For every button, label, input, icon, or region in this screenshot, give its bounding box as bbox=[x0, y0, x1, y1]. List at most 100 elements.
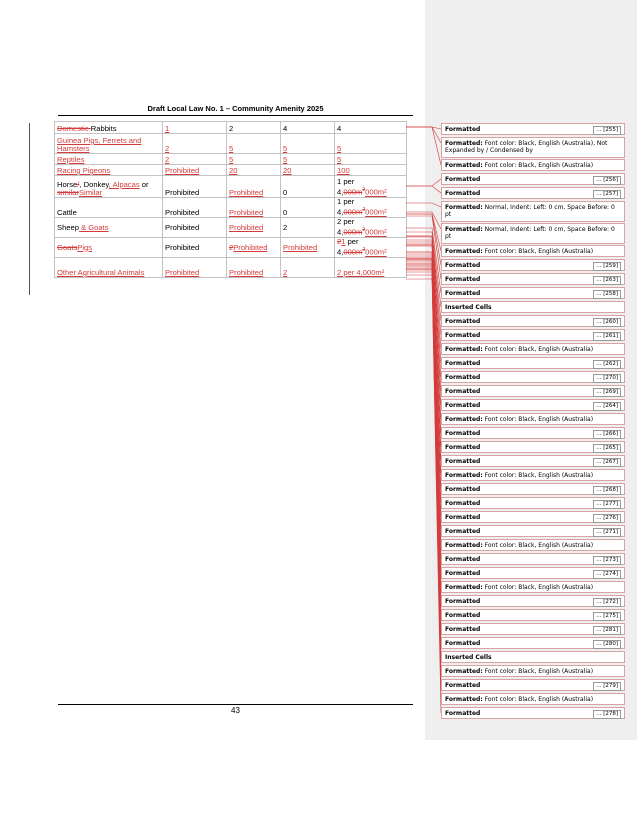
comment-balloon[interactable]: Inserted Cells bbox=[441, 301, 625, 313]
comment-balloon[interactable]: Formatted ... [267] bbox=[441, 455, 625, 467]
comment-balloon[interactable]: Formatted: Normal, Indent: Left: 0 cm, S… bbox=[441, 201, 625, 222]
balloon-ref-tag[interactable]: ... [266] bbox=[593, 430, 621, 439]
balloon-ref-tag[interactable]: ... [262] bbox=[593, 360, 621, 369]
balloon-ref-tag[interactable]: ... [277] bbox=[593, 500, 621, 509]
comment-balloon[interactable]: Formatted ... [270] bbox=[441, 371, 625, 383]
balloon-label: Formatted bbox=[445, 190, 481, 197]
balloon-ref-tag[interactable]: ... [267] bbox=[593, 458, 621, 467]
balloon-label: Formatted bbox=[445, 318, 481, 325]
comment-balloon[interactable]: Formatted ... [279] bbox=[441, 679, 625, 691]
table-cell[interactable]: 2 per 4,000m² bbox=[334, 257, 407, 278]
comment-balloon[interactable]: Formatted ... [268] bbox=[441, 483, 625, 495]
balloon-ref-tag[interactable]: ... [281] bbox=[593, 626, 621, 635]
comment-balloon[interactable]: Formatted ... [260] bbox=[441, 315, 625, 327]
comment-balloon[interactable]: Formatted ... [280] bbox=[441, 637, 625, 649]
balloon-label: Formatted bbox=[445, 444, 481, 451]
connector-line bbox=[406, 235, 442, 336]
balloon-ref-tag[interactable]: ... [275] bbox=[593, 612, 621, 621]
balloon-label: Formatted bbox=[445, 598, 481, 605]
comment-balloon[interactable]: Formatted ... [256] bbox=[441, 173, 625, 185]
comment-balloon[interactable]: Formatted ... [264] bbox=[441, 399, 625, 411]
comment-balloon[interactable]: Formatted ... [273] bbox=[441, 553, 625, 565]
balloon-detail: Font color: Black, English (Australia) bbox=[482, 472, 594, 479]
table-row: Domestic Rabbits 1 2 4 4 bbox=[54, 121, 407, 134]
comment-balloon[interactable]: Formatted: Font color: Black, English (A… bbox=[441, 581, 625, 593]
comment-balloon[interactable]: Formatted ... [269] bbox=[441, 385, 625, 397]
table-cell[interactable]: 1 per 4,000m2000m² bbox=[334, 197, 407, 218]
comment-balloon[interactable]: Formatted: Font color: Black, English (A… bbox=[441, 343, 625, 355]
balloon-detail: Font color: Black, English (Australia) bbox=[482, 248, 594, 255]
balloon-label: Formatted bbox=[445, 682, 481, 689]
comment-balloon[interactable]: Formatted: Font color: Black, English (A… bbox=[441, 539, 625, 551]
balloon-ref-tag[interactable]: ... [259] bbox=[593, 262, 621, 271]
table-cell[interactable]: Prohibited bbox=[162, 257, 227, 278]
connector-line bbox=[406, 185, 442, 194]
comment-balloon[interactable]: Formatted ... [272] bbox=[441, 595, 625, 607]
comment-balloon[interactable]: Formatted: Normal, Indent: Left: 0 cm, S… bbox=[441, 223, 625, 244]
balloon-label: Formatted bbox=[445, 528, 481, 535]
comment-balloon[interactable]: Formatted ... [258] bbox=[441, 287, 625, 299]
comment-balloon[interactable]: Formatted ... [274] bbox=[441, 567, 625, 579]
connector-line bbox=[406, 126, 442, 166]
balloon-ref-tag[interactable]: ... [261] bbox=[593, 332, 621, 341]
connector-line bbox=[406, 215, 442, 280]
comment-balloon[interactable]: Formatted ... [263] bbox=[441, 273, 625, 285]
table-row: Cattle Prohibited Prohibited 0 1 per 4,00… bbox=[54, 197, 407, 218]
balloon-ref-tag[interactable]: ... [269] bbox=[593, 388, 621, 397]
balloon-ref-tag[interactable]: ... [258] bbox=[593, 290, 621, 299]
balloon-ref-tag[interactable]: ... [276] bbox=[593, 514, 621, 523]
comment-balloon[interactable]: Inserted Cells bbox=[441, 651, 625, 663]
connector-line bbox=[406, 213, 442, 266]
comment-balloon[interactable]: Formatted: Font color: Black, English (A… bbox=[441, 693, 625, 705]
comment-balloon[interactable]: Formatted ... [259] bbox=[441, 259, 625, 271]
comment-balloon[interactable]: Formatted ... [255] bbox=[441, 123, 625, 135]
balloon-label: Formatted: bbox=[445, 226, 483, 233]
comment-balloon[interactable]: Formatted ... [277] bbox=[441, 497, 625, 509]
comment-balloon[interactable]: Formatted: Font color: Black, English (A… bbox=[441, 665, 625, 677]
balloon-ref-tag[interactable]: ... [274] bbox=[593, 570, 621, 579]
balloon-ref-tag[interactable]: ... [280] bbox=[593, 640, 621, 649]
table-row: Sheep & Goats Prohibited Prohibited 2 2 … bbox=[54, 217, 407, 238]
table-cell[interactable]: Other Agricultural Animals bbox=[54, 257, 163, 278]
balloon-ref-tag[interactable]: ... [265] bbox=[593, 444, 621, 453]
balloon-ref-tag[interactable]: ... [268] bbox=[593, 486, 621, 495]
comment-balloon[interactable]: Formatted ... [265] bbox=[441, 441, 625, 453]
balloon-ref-tag[interactable]: ... [272] bbox=[593, 598, 621, 607]
comment-balloon[interactable]: Formatted ... [271] bbox=[441, 525, 625, 537]
comment-balloon[interactable]: Formatted: Font color: Black, English (A… bbox=[441, 137, 625, 158]
balloon-ref-tag[interactable]: ... [257] bbox=[593, 190, 621, 199]
balloon-ref-tag[interactable]: ... [263] bbox=[593, 276, 621, 285]
balloon-ref-tag[interactable]: ... [260] bbox=[593, 318, 621, 327]
comment-balloon[interactable]: Formatted: Font color: Black, English (A… bbox=[441, 159, 625, 171]
comment-balloon[interactable]: Formatted: Font color: Black, English (A… bbox=[441, 469, 625, 481]
header-rule bbox=[58, 115, 413, 116]
balloon-label: Formatted bbox=[445, 360, 481, 367]
comment-balloon[interactable]: Formatted ... [278] bbox=[441, 707, 625, 719]
connector-line bbox=[406, 243, 442, 392]
comment-balloon[interactable]: Formatted ... [276] bbox=[441, 511, 625, 523]
comment-balloon[interactable]: Formatted ... [275] bbox=[441, 609, 625, 621]
balloon-ref-tag[interactable]: ... [255] bbox=[593, 126, 621, 135]
comment-balloon[interactable]: Formatted ... [281] bbox=[441, 623, 625, 635]
balloon-label: Formatted bbox=[445, 486, 481, 493]
comment-balloon[interactable]: Formatted ... [262] bbox=[441, 357, 625, 369]
table-cell[interactable]: Domestic Rabbits bbox=[54, 121, 163, 134]
table-row: GoatsPigs Prohibited 2Prohibited Prohibi… bbox=[54, 237, 407, 258]
balloon-label: Formatted bbox=[445, 640, 481, 647]
balloon-ref-tag[interactable]: ... [279] bbox=[593, 682, 621, 691]
balloon-ref-tag[interactable]: ... [256] bbox=[593, 176, 621, 185]
comment-balloon[interactable]: Formatted ... [257] bbox=[441, 187, 625, 199]
balloon-ref-tag[interactable]: ... [264] bbox=[593, 402, 621, 411]
comment-balloon[interactable]: Formatted ... [261] bbox=[441, 329, 625, 341]
balloon-ref-tag[interactable]: ... [270] bbox=[593, 374, 621, 383]
balloon-ref-tag[interactable]: ... [278] bbox=[593, 710, 621, 719]
comment-balloon[interactable]: Formatted: Font color: Black, English (A… bbox=[441, 413, 625, 425]
table-cell[interactable]: 2 per 4,000m2000m² bbox=[334, 217, 407, 238]
connector-line bbox=[406, 126, 442, 144]
comment-balloon[interactable]: Formatted ... [266] bbox=[441, 427, 625, 439]
balloon-label: Inserted Cells bbox=[445, 304, 492, 311]
balloon-ref-tag[interactable]: ... [271] bbox=[593, 528, 621, 537]
comment-balloon[interactable]: Formatted: Font color: Black, English (A… bbox=[441, 245, 625, 257]
balloon-ref-tag[interactable]: ... [273] bbox=[593, 556, 621, 565]
